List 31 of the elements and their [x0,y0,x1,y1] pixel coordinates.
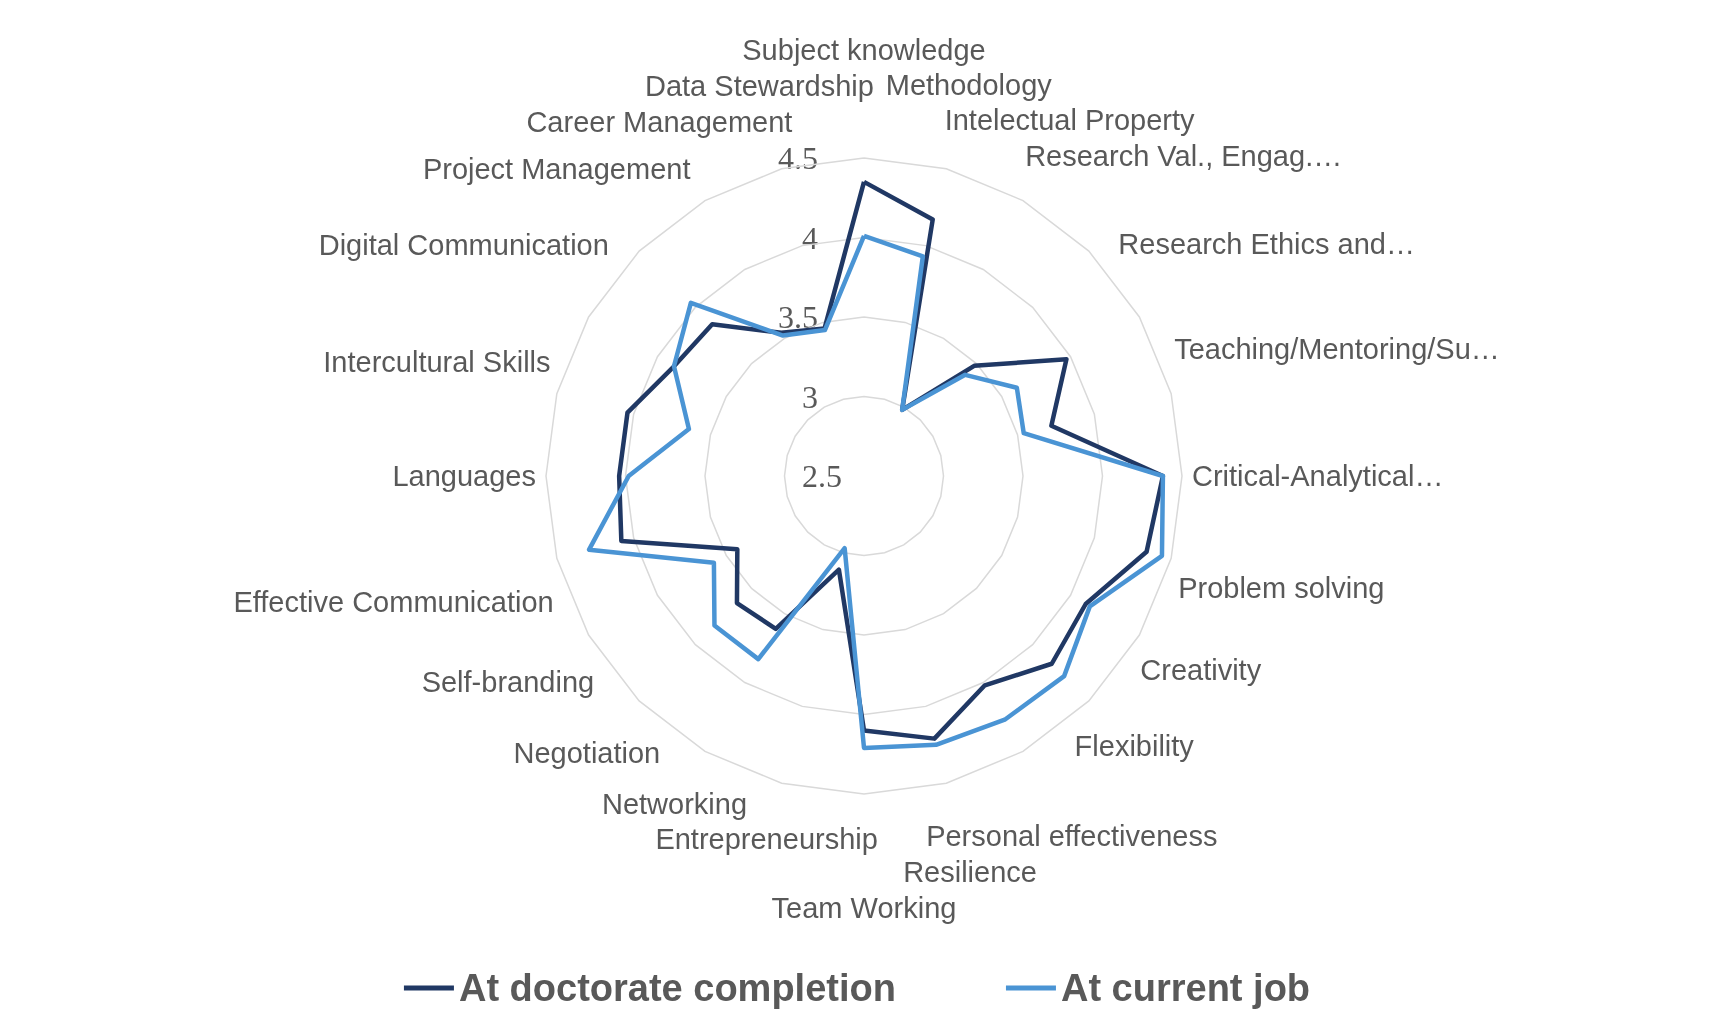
spoke-label: Problem solving [1178,571,1385,604]
y-tick-label: 3 [802,378,818,415]
spoke-label: Research Val., Engag.… [1025,140,1343,173]
spoke-label: Entrepreneurship [655,823,878,856]
spoke-label: Subject knowledge [742,34,986,66]
y-tick-label: 4.5 [778,140,818,176]
spoke-label: Resilience [903,855,1037,888]
y-tick-label: 3.5 [778,299,818,335]
spoke-label: Negotiation [513,737,661,770]
spoke-label: Digital Communication [318,228,609,261]
spoke-label: Data Stewardship [644,69,874,102]
spoke-label: Career Management [526,105,793,138]
y-tick-label: 2.5 [802,458,842,494]
spoke-label: Research Ethics and… [1118,227,1415,260]
spoke-label: Self-branding [421,665,595,698]
spoke-label: Creativity [1140,654,1262,687]
legend-label: At doctorate completion [458,967,896,1009]
spoke-label: Flexibility [1074,730,1195,763]
spoke-label: Intelectual Property [944,103,1196,136]
y-tick-label: 4 [802,219,818,256]
spoke-label: Teaching/Mentoring/Su… [1174,333,1500,366]
spoke-label: Personal effectiveness [926,819,1218,852]
spoke-label: Methodology [885,68,1053,101]
spoke-label: Team Working [771,892,957,924]
spoke-label: Intercultural Skills [323,345,551,378]
spoke-label: Project Management [422,152,691,185]
legend-label: At current job [1060,967,1311,1009]
spoke-label: Critical-Analytical… [1192,460,1444,492]
spoke-label: Languages [392,460,536,492]
spoke-label: Effective Communication [233,586,554,619]
spoke-label: Networking [601,788,748,821]
